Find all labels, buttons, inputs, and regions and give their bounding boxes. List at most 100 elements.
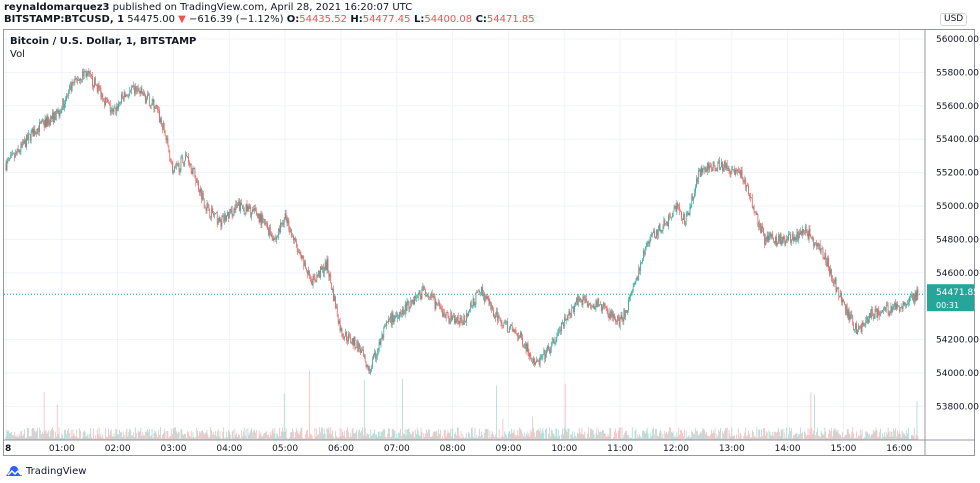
volume-bar	[170, 436, 172, 440]
symbol: BITSTAMP:BTCUSD, 1	[4, 14, 125, 25]
candle-body	[576, 297, 577, 303]
candle-body	[633, 284, 635, 287]
volume-bar	[723, 431, 725, 440]
volume-bar	[175, 427, 176, 440]
volume-bar	[205, 432, 207, 440]
candle-body	[227, 212, 228, 216]
candle-body	[448, 316, 450, 323]
chart-frame[interactable]	[3, 29, 975, 456]
volume-bar	[664, 430, 666, 440]
candle-body	[383, 328, 385, 338]
volume-bar	[527, 435, 529, 440]
volume-bar	[669, 427, 670, 440]
volume-bar	[740, 434, 742, 440]
candle-body	[213, 213, 214, 216]
volume-bar	[7, 431, 9, 440]
volume-bar	[441, 438, 442, 440]
volume-bar	[459, 438, 461, 440]
volume-bar	[773, 435, 775, 440]
volume-bar	[404, 429, 406, 440]
candle-body	[259, 214, 261, 223]
candle-body	[450, 312, 452, 322]
candle-body	[417, 294, 419, 298]
candle-body	[216, 212, 218, 225]
volume-bar	[268, 434, 269, 440]
candle-body	[235, 203, 237, 211]
candle-body	[571, 307, 573, 317]
volume-bar	[387, 433, 388, 440]
candle-body	[505, 321, 507, 323]
candle-body	[440, 306, 441, 309]
candle-body	[662, 227, 664, 231]
candle-body	[618, 317, 620, 327]
volume-bar	[29, 436, 31, 440]
volume-bar	[302, 437, 304, 440]
volume-bar	[678, 427, 680, 440]
volume-bar	[734, 435, 735, 440]
volume-bar	[917, 435, 919, 440]
candle-body	[237, 205, 239, 206]
volume-bar	[685, 430, 687, 440]
volume-bar	[67, 430, 68, 440]
candle-body	[279, 228, 280, 233]
candle-body	[692, 196, 694, 201]
volume-bar	[697, 430, 698, 440]
volume-bar	[94, 435, 96, 440]
volume-bar	[843, 437, 844, 440]
candle-body	[761, 226, 762, 233]
candle-body	[814, 242, 815, 247]
volume-bar	[519, 427, 520, 440]
volume-bar	[445, 436, 447, 440]
candle-body	[670, 216, 671, 218]
candle-body	[188, 162, 190, 165]
candle-body	[27, 135, 28, 141]
volume-bar	[686, 437, 688, 440]
volume-bar	[438, 429, 440, 440]
candle-body	[528, 352, 530, 357]
volume-bar	[65, 429, 66, 440]
publish-date: published on TradingView.com, April 28, …	[109, 2, 413, 13]
volume-bar	[640, 436, 641, 440]
volume-bar	[480, 436, 481, 440]
volume-bar	[790, 428, 792, 440]
candle-body	[61, 108, 63, 111]
candle-body	[144, 92, 145, 96]
volume-bar	[21, 430, 23, 440]
volume-bar	[108, 428, 109, 440]
volume-bar	[164, 431, 166, 440]
candle-body	[804, 226, 806, 233]
volume-bar	[629, 437, 630, 440]
candle-body	[40, 122, 41, 124]
volume-bar	[888, 431, 890, 440]
volume-bar	[444, 429, 446, 440]
candle-body	[838, 288, 840, 297]
x-tick-label: 07:00	[384, 444, 410, 454]
candle-body	[585, 298, 587, 302]
volume-bar	[138, 432, 140, 440]
currency-badge[interactable]: USD	[940, 13, 968, 26]
volume-bar	[905, 436, 907, 440]
candle-body	[126, 95, 128, 97]
y-tick-label: 55600.00	[936, 102, 979, 112]
candle-body	[15, 153, 17, 154]
volume-bar	[461, 438, 463, 440]
candle-body	[857, 326, 859, 331]
volume-bar	[72, 429, 74, 440]
candle-body	[545, 354, 547, 360]
candle-body	[580, 298, 582, 301]
volume-bar	[901, 430, 903, 440]
volume-bar	[208, 437, 210, 440]
volume-bar	[874, 430, 876, 440]
candle-body	[822, 248, 824, 258]
candle-body	[222, 215, 224, 217]
candle-body	[460, 317, 462, 319]
candle-body	[745, 178, 747, 189]
candle-body	[828, 257, 829, 268]
volume-bar	[817, 435, 819, 440]
candle-body	[399, 312, 400, 319]
candle-body	[568, 311, 570, 315]
volume-bar	[126, 428, 128, 440]
volume-bar	[90, 428, 92, 440]
volume-bar	[241, 436, 243, 440]
